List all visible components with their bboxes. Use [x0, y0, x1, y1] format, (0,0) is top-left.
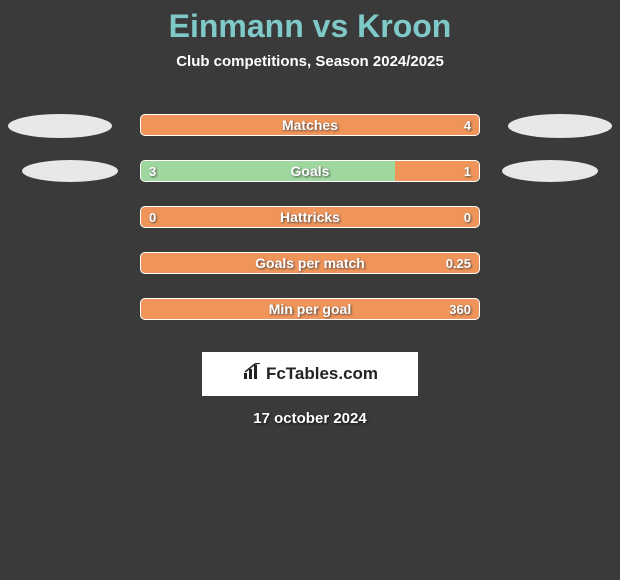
infographic-container: Einmann vs Kroon Club competitions, Seas… — [0, 0, 620, 427]
logo-text: FcTables.com — [266, 364, 378, 384]
stat-row-gpm: Goals per match 0.25 — [0, 248, 620, 294]
player-left-ellipse — [8, 114, 112, 138]
stat-row-hattricks: 0 Hattricks 0 — [0, 202, 620, 248]
stat-label: Min per goal — [141, 299, 479, 319]
stat-label: Goals per match — [141, 253, 479, 273]
chart-icon — [242, 363, 262, 386]
date-text: 17 october 2024 — [0, 410, 620, 427]
subtitle: Club competitions, Season 2024/2025 — [0, 53, 620, 70]
player-right-ellipse — [502, 160, 598, 182]
stat-right-value: 4 — [464, 115, 471, 135]
stat-row-goals: 3 Goals 1 — [0, 156, 620, 202]
stat-row-matches: Matches 4 — [0, 110, 620, 156]
stat-row-mpg: Min per goal 360 — [0, 294, 620, 340]
stat-right-value: 360 — [449, 299, 471, 319]
stat-right-value: 1 — [464, 161, 471, 181]
stat-bar: 0 Hattricks 0 — [140, 206, 480, 228]
stat-right-value: 0 — [464, 207, 471, 227]
source-logo: FcTables.com — [202, 352, 418, 396]
stat-bar: Matches 4 — [140, 114, 480, 136]
stat-bar: 3 Goals 1 — [140, 160, 480, 182]
page-title: Einmann vs Kroon — [0, 8, 620, 45]
stat-bar: Min per goal 360 — [140, 298, 480, 320]
stat-label: Goals — [141, 161, 479, 181]
stat-label: Matches — [141, 115, 479, 135]
stat-bar: Goals per match 0.25 — [140, 252, 480, 274]
stat-label: Hattricks — [141, 207, 479, 227]
player-right-ellipse — [508, 114, 612, 138]
stat-right-value: 0.25 — [446, 253, 471, 273]
player-left-ellipse — [22, 160, 118, 182]
